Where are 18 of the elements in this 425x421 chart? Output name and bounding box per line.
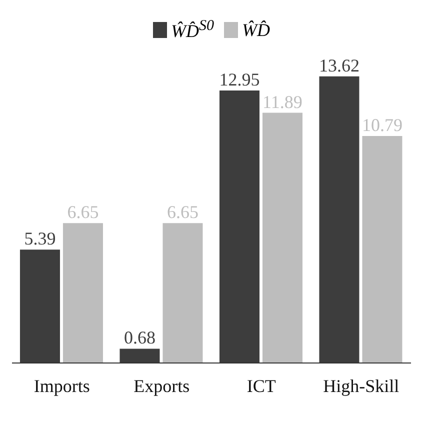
bar	[162, 223, 203, 363]
data-label: 12.95	[219, 69, 260, 90]
data-label: 6.65	[67, 202, 99, 222]
bar	[262, 112, 302, 363]
data-label: 11.89	[262, 92, 302, 112]
legend-label: ŴD̂$^{S0}$	[171, 18, 214, 42]
x-tick-label: High-Skill	[323, 376, 400, 396]
x-tick-label: Imports	[34, 376, 90, 396]
x-tick-label: Exports	[134, 376, 190, 396]
data-label: 13.62	[318, 55, 360, 76]
bar	[362, 136, 402, 363]
data-label: 6.65	[166, 202, 198, 222]
legend-label: ŴD̂	[242, 20, 270, 40]
data-label: 0.68	[124, 328, 156, 348]
data-label: 10.79	[362, 114, 402, 135]
x-tick-label: ICT	[246, 376, 276, 396]
bar	[62, 223, 103, 363]
data-label: 5.39	[24, 228, 56, 249]
